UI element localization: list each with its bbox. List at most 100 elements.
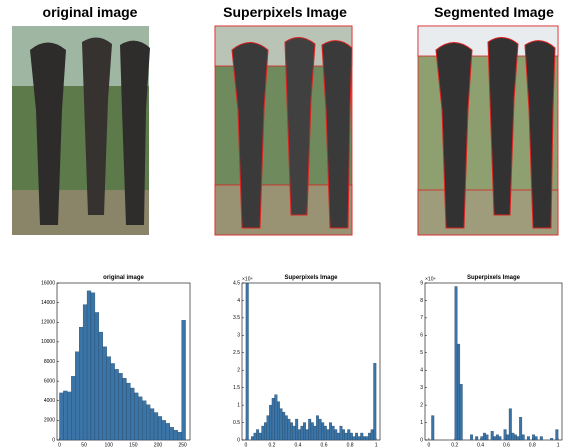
bar [334,430,337,440]
x-tick-label: 0.2 [451,442,458,448]
image-title: original image [43,4,138,20]
bar [504,430,507,440]
y-tick-label: 0.5 [233,420,240,426]
x-tick-label: 200 [154,442,163,448]
y-tick-label: 4 [237,298,240,304]
y-tick-label: 4 [420,368,423,374]
bar [174,430,178,440]
chart-title: Superpixels Image [284,275,338,281]
image-title: Segmented Image [434,4,554,20]
bar [319,419,322,440]
x-tick-label: 1 [375,442,378,448]
bar [486,435,489,440]
figure: original image Superpixels Image Segment… [0,0,570,448]
bar [353,437,356,440]
y-tick-label: 16000 [41,280,55,286]
bar [496,435,499,440]
bar [256,430,259,440]
bar [363,437,366,440]
bar [277,402,280,440]
bar [134,393,138,440]
y-multiplier: ×10⁴ [425,276,436,282]
x-tick-label: 0.4 [295,442,302,448]
bar [366,437,369,440]
plot-area [242,283,380,440]
bar [264,423,267,440]
x-tick-label: 0 [427,442,430,448]
x-tick-label: 0.6 [321,442,328,448]
bar [358,437,361,440]
bar [251,437,254,440]
bar [327,430,330,440]
plot-area [425,283,562,440]
bar [556,430,559,440]
bar [158,416,162,440]
bar [91,293,95,440]
bar [119,373,123,440]
y-tick-label: 2 [237,368,240,374]
bar [314,426,317,440]
bar [275,395,278,440]
y-tick-label: 7 [420,315,423,321]
bar [347,430,350,440]
y-tick-label: 0 [420,437,423,443]
x-tick-label: 0.4 [477,442,484,448]
bar [150,409,154,440]
bar [246,283,249,440]
bar [532,435,535,440]
bar [130,388,134,440]
bar [298,430,301,440]
bar [285,416,288,440]
x-tick-label: 0 [245,442,248,448]
y-tick-label: 8000 [44,359,55,365]
y-tick-label: 8 [420,298,423,304]
y-tick-label: 0 [237,437,240,443]
bar [535,437,538,440]
y-tick-label: 2 [420,402,423,408]
bar [123,378,127,440]
bar [332,426,335,440]
bar [272,398,275,440]
y-tick-label: 0 [52,437,55,443]
bar [550,438,553,440]
bar [483,433,486,440]
bar [337,433,340,440]
bar [103,347,107,440]
bar [457,344,460,440]
bar [267,416,270,440]
bar [295,419,298,440]
y-tick-label: 10000 [41,339,55,345]
bar [360,433,363,440]
bar [519,417,522,440]
y-tick-label: 6000 [44,378,55,384]
bar [182,320,186,440]
bar [475,437,478,440]
x-tick-label: 0.8 [347,442,354,448]
y-tick-label: 3.5 [233,315,240,321]
bar [115,369,119,440]
bar [455,286,458,440]
bar [111,363,115,440]
bar [75,352,79,440]
bar [373,363,376,440]
bar [178,432,182,440]
bar [63,391,67,440]
chart-title: original image [103,275,144,281]
x-tick-label: 150 [129,442,138,448]
bar [170,427,174,440]
bar [527,437,530,440]
x-tick-label: 0.2 [268,442,275,448]
y-tick-label: 2000 [44,418,55,424]
y-tick-label: 14000 [41,300,55,306]
bar [87,291,91,440]
y-tick-label: 6 [420,333,423,339]
bar [288,419,291,440]
y-tick-label: 1.5 [233,385,240,391]
bar [494,437,497,440]
bar [342,430,345,440]
bar [269,405,272,440]
bar [59,393,63,440]
bar [95,312,99,440]
bar [517,437,520,440]
bar [138,397,142,440]
